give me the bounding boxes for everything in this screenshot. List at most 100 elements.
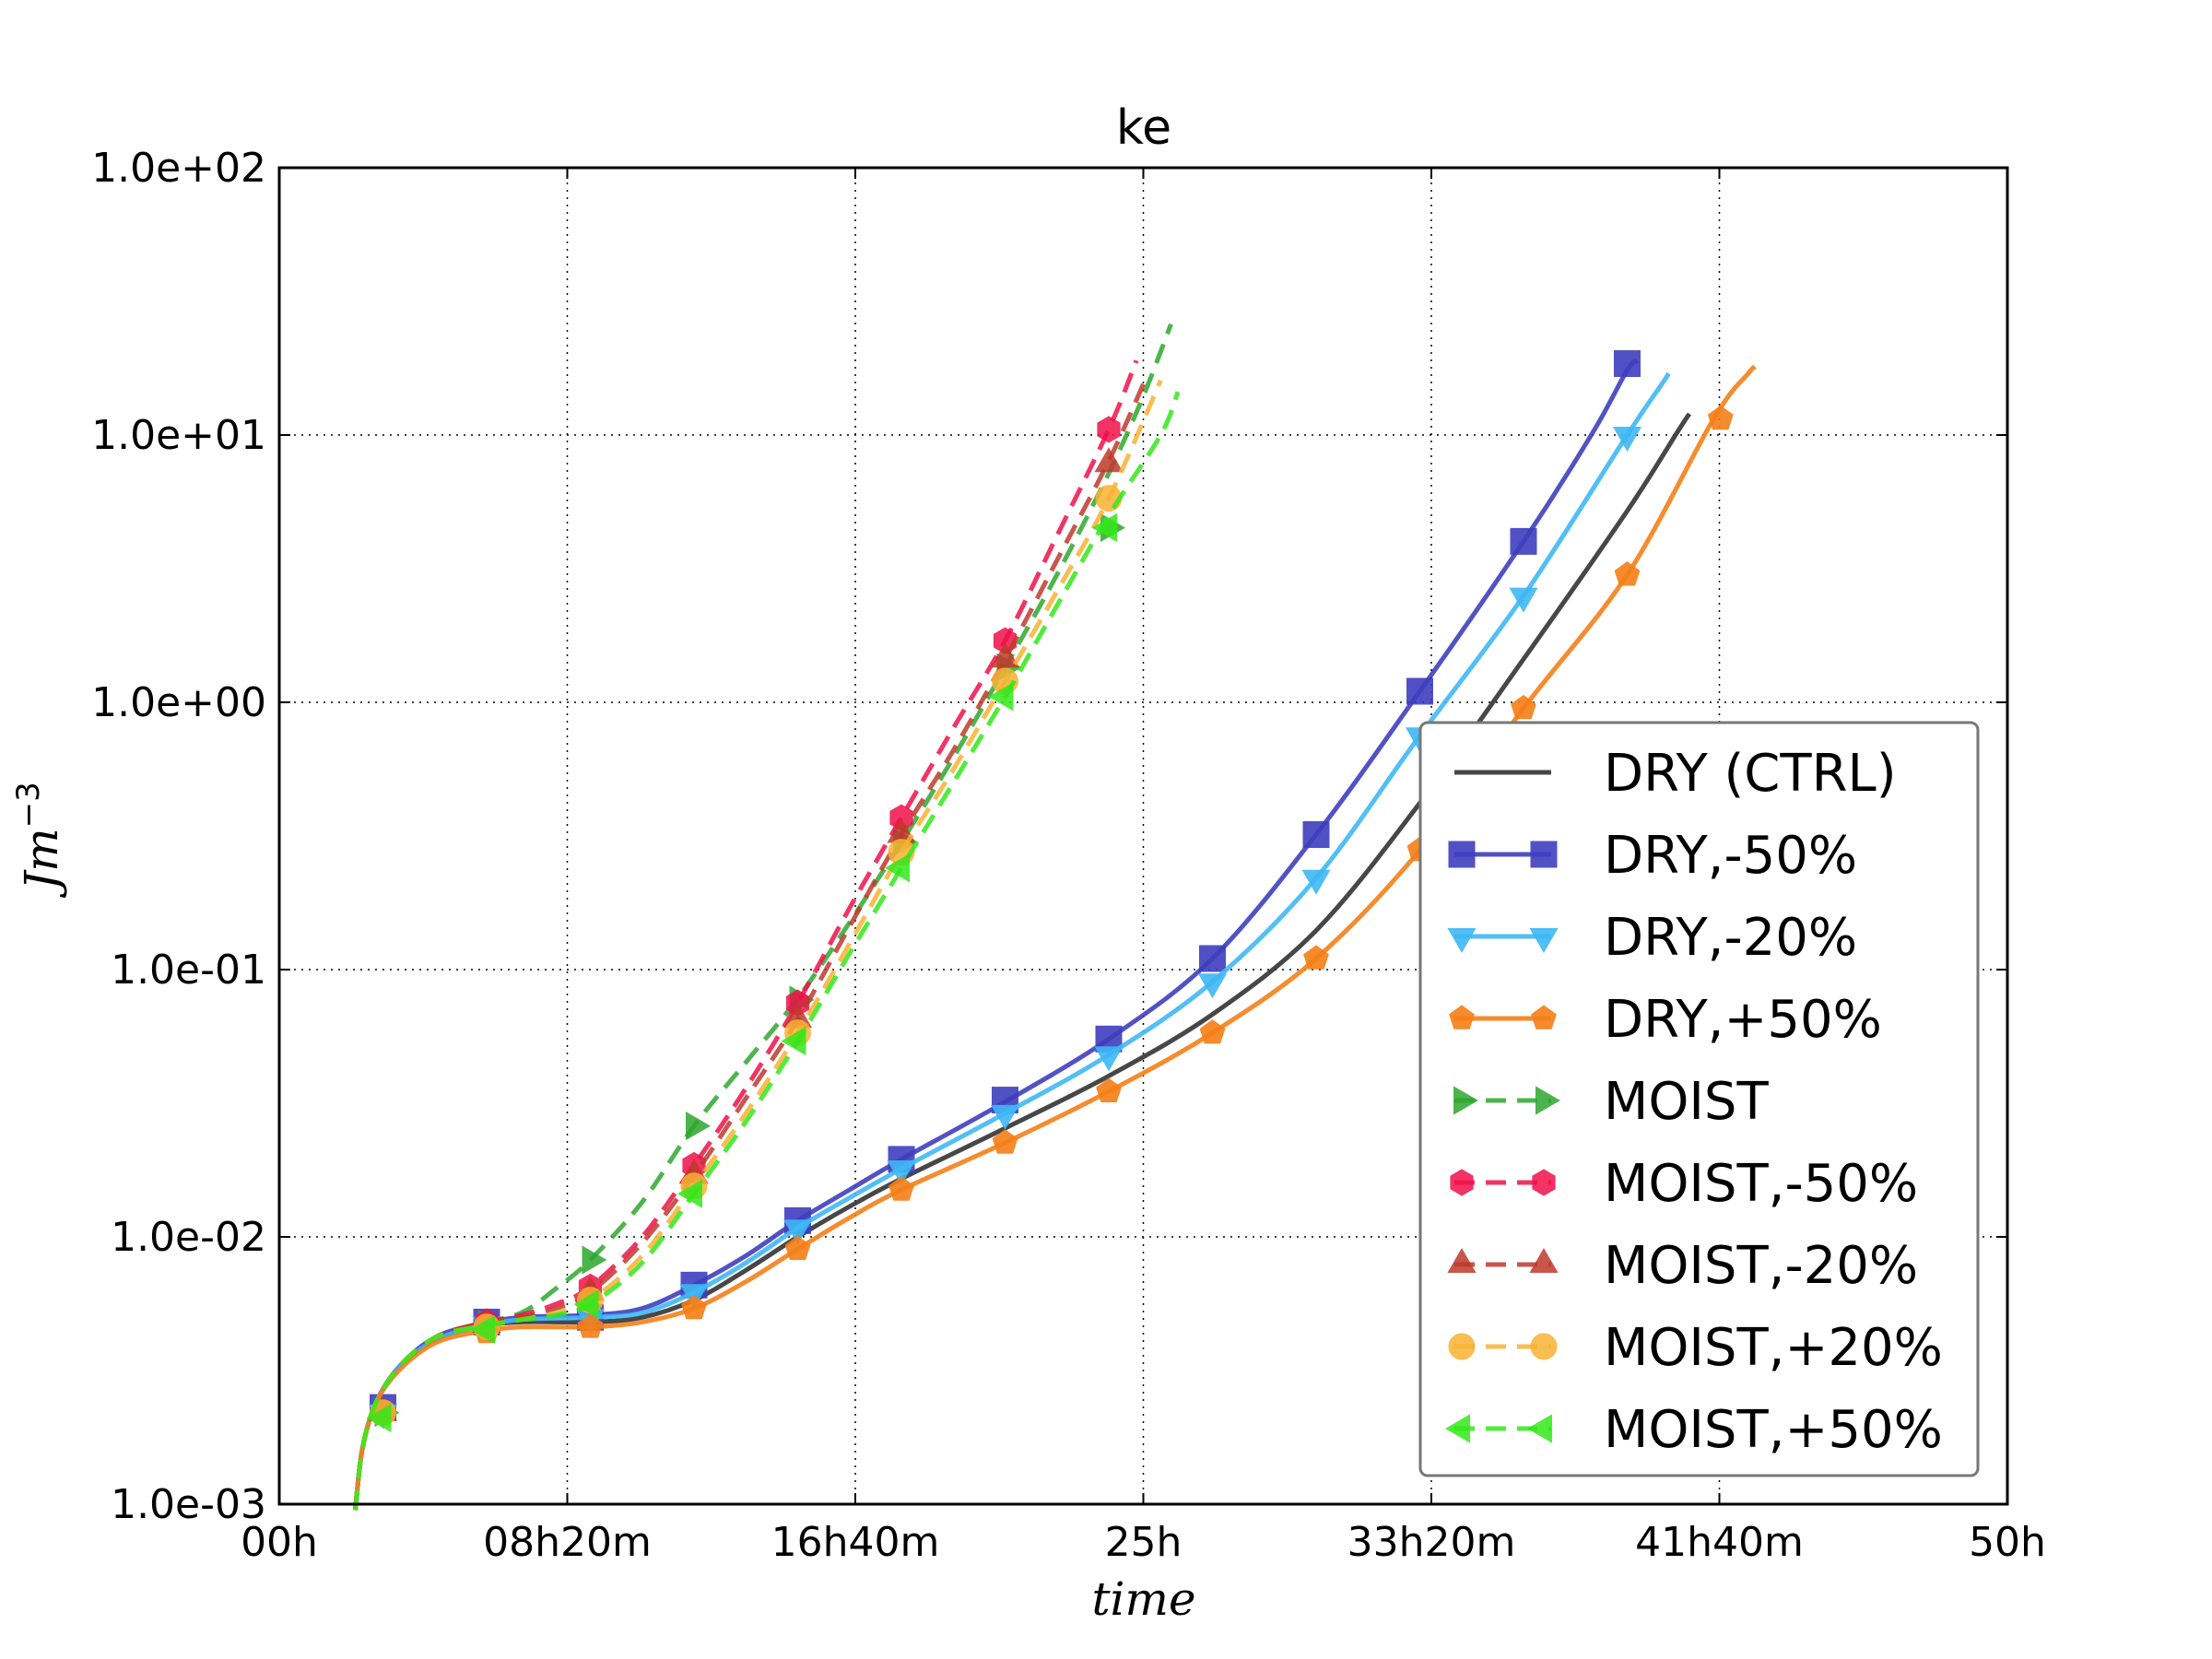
data-point-dry-50	[1199, 945, 1226, 972]
legend-item-dry-ctrl: DRY (CTRL)	[1454, 744, 1897, 804]
legend-label: MOIST,+20%	[1604, 1318, 1943, 1378]
data-point-dry-50	[681, 1294, 707, 1320]
chart-title: ke	[1116, 100, 1171, 156]
x-tick-label: 25h	[1105, 1519, 1182, 1566]
series-moist-50	[353, 359, 1139, 1511]
legend-label: DRY,+50%	[1604, 990, 1882, 1050]
data-point-dry-50	[1199, 1018, 1226, 1044]
x-tick-label: 41h40m	[1635, 1519, 1804, 1566]
legend-swatch-marker	[1447, 928, 1477, 954]
legend-swatch-marker	[1529, 1247, 1559, 1273]
axis-ticks: 00h 08h20m 16h40m 25h 33h20m 41h40m 50h 1.0e-03…	[91, 145, 2046, 1566]
series-moist-50	[353, 391, 1181, 1511]
data-point-dry-50	[1614, 350, 1641, 378]
data-point-moist-20	[1094, 447, 1124, 473]
x-tick-label: 33h20m	[1347, 1519, 1516, 1566]
legend-label: MOIST,+50%	[1604, 1400, 1943, 1460]
x-tick-label: 08h20m	[483, 1519, 652, 1566]
data-point-moist-50	[781, 1027, 806, 1056]
y-tick-label: 1.0e-01	[111, 947, 266, 994]
data-point-dry-20	[1197, 973, 1228, 999]
y-tick-label: 1.0e-03	[111, 1481, 266, 1528]
legend-item-dry-50: DRY,-50%	[1448, 826, 1857, 886]
x-tick-label: 16h40m	[771, 1519, 940, 1566]
data-point-moist-50	[1097, 416, 1121, 443]
legend-item-moist-50: MOIST,+50%	[1444, 1400, 1943, 1460]
series-line-moist-20	[353, 382, 1146, 1511]
legend-swatch-marker	[1530, 841, 1558, 868]
y-tick-label: 1.0e+02	[91, 145, 266, 192]
series-line-moist-50	[353, 391, 1181, 1511]
data-point-moist-50	[885, 853, 910, 883]
data-point-dry-20	[887, 1160, 916, 1186]
legend: DRY (CTRL) DRY,-50% DRY,-20% DRY,+50% MOIST M…	[1418, 721, 1980, 1477]
data-point-moist	[686, 1112, 711, 1141]
x-tick-label: 50h	[1969, 1519, 2046, 1566]
legend-swatch-marker	[1529, 928, 1559, 954]
data-point-moist-20	[990, 642, 1020, 668]
data-point-dry-20	[782, 1219, 813, 1245]
legend-label: DRY (CTRL)	[1604, 744, 1897, 804]
legend-swatch-marker	[1531, 1005, 1557, 1030]
data-point-dry-50	[1406, 677, 1433, 705]
legend-label: DRY,-20%	[1604, 908, 1857, 968]
data-point-dry-20	[1301, 869, 1331, 895]
data-point-moist-50	[889, 804, 913, 831]
y-axis-label-group: Jm−3	[10, 782, 68, 899]
legend-item-moist-50: MOIST,-50%	[1450, 1154, 1918, 1214]
data-point-moist-50	[677, 1179, 702, 1208]
data-point-dry-50	[1614, 560, 1641, 586]
legend-item-dry-20: DRY,-20%	[1447, 908, 1857, 968]
data-point-dry-50	[888, 1176, 914, 1201]
legend-swatch-marker	[1448, 841, 1476, 868]
data-point-moist-50	[573, 1289, 599, 1319]
series-moist-20	[353, 379, 1163, 1511]
y-axis-label-exponent: −3	[10, 782, 47, 828]
legend-swatch-marker	[1526, 1414, 1552, 1443]
legend-label: MOIST	[1604, 1072, 1769, 1132]
legend-swatch-marker	[1448, 1333, 1476, 1360]
data-point-dry-50	[1096, 1077, 1122, 1102]
data-point-dry-50	[1303, 945, 1329, 970]
legend-label: MOIST,-20%	[1604, 1236, 1918, 1296]
data-point-dry-50	[1510, 527, 1537, 555]
legend-label: MOIST,-50%	[1604, 1154, 1918, 1214]
legend-swatch-marker	[1532, 1169, 1556, 1196]
x-tick-label: 00h	[241, 1519, 318, 1566]
legend-item-moist-20: MOIST,+20%	[1448, 1318, 1943, 1378]
data-point-dry-50	[1707, 405, 1734, 430]
y-tick-label: 1.0e+00	[91, 679, 266, 726]
data-point-moist-50	[988, 682, 1014, 712]
legend-swatch-marker	[1447, 1247, 1477, 1273]
legend-item-dry-50: DRY,+50%	[1449, 990, 1882, 1050]
y-axis-label-base: Jm	[15, 828, 68, 898]
data-point-moist-50	[470, 1314, 495, 1345]
legend-swatch-marker	[1449, 1005, 1475, 1030]
data-point-dry-50	[1302, 821, 1330, 849]
series-line-moist-20	[353, 379, 1163, 1511]
legend-swatch-marker	[1453, 1086, 1479, 1115]
data-point-moist-50	[366, 1403, 392, 1433]
legend-entries: DRY (CTRL) DRY,-50% DRY,-20% DRY,+50% MOIST M…	[1444, 744, 1943, 1460]
data-point-dry-20	[990, 1104, 1020, 1130]
legend-swatch-marker	[1444, 1414, 1470, 1443]
data-point-dry-50	[577, 1313, 604, 1338]
x-axis-label: time	[1091, 1572, 1195, 1626]
legend-item-moist-20: MOIST,-20%	[1447, 1236, 1918, 1296]
data-point-dry-20	[1094, 1046, 1124, 1072]
y-axis-label: Jm−3	[10, 782, 68, 899]
series-line-moist-50	[353, 359, 1139, 1511]
legend-swatch-marker	[1530, 1333, 1558, 1360]
y-tick-label: 1.0e+01	[91, 412, 266, 459]
data-point-moist	[582, 1245, 607, 1275]
y-tick-label: 1.0e-02	[111, 1214, 266, 1261]
data-point-dry-50	[1511, 694, 1536, 720]
series-line-dry-20	[353, 371, 1671, 1511]
legend-label: DRY,-50%	[1604, 826, 1857, 886]
data-point-moist-50	[1092, 512, 1117, 543]
data-point-moist-50	[785, 989, 810, 1017]
data-point-dry-20	[1612, 427, 1642, 453]
legend-box	[1418, 721, 1980, 1477]
data-point-dry-20	[1509, 587, 1538, 613]
